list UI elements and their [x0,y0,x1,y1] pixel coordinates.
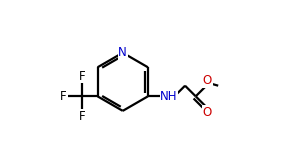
Text: NH: NH [160,90,178,103]
Text: F: F [79,110,85,123]
Text: O: O [203,74,212,87]
Text: N: N [118,46,127,59]
Text: F: F [79,70,85,83]
Text: O: O [203,106,212,119]
Text: F: F [60,90,67,103]
